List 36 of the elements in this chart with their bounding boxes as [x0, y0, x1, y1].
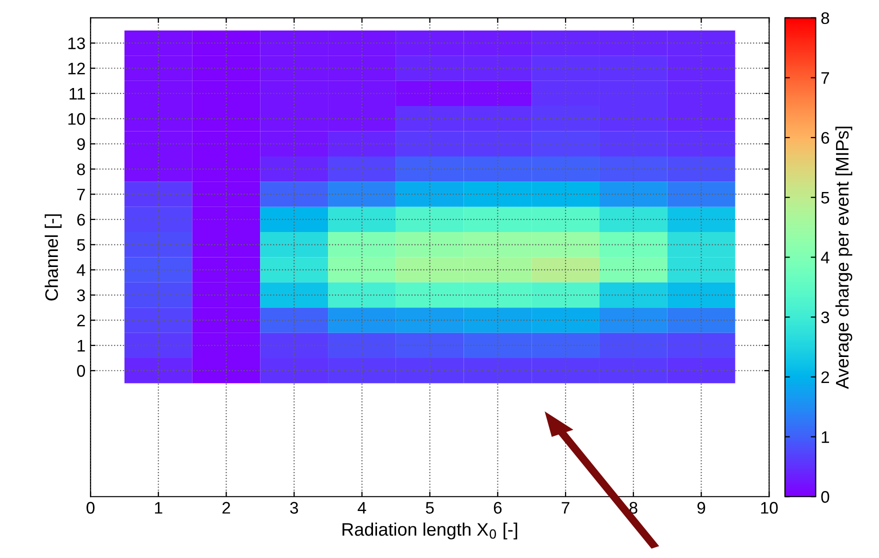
- color-bar-label: 3: [821, 311, 830, 324]
- y-tick-label: 1: [78, 340, 85, 352]
- y-tick-label: 7: [77, 188, 85, 200]
- x-tick-label: 5: [426, 502, 434, 514]
- y-tick-label: 3: [77, 289, 85, 302]
- y-tick-label: 11: [70, 88, 85, 100]
- x-tick-label: 9: [697, 502, 706, 514]
- x-tick-label: 0: [86, 502, 95, 514]
- color-bar-label: 2: [821, 371, 830, 383]
- y-tick-label: 2: [77, 314, 85, 326]
- color-bar-label: 4: [820, 252, 830, 264]
- y-tick-label: 13: [68, 37, 85, 50]
- color-bar-label: 5: [821, 192, 830, 204]
- y-tick-label: 4: [76, 264, 86, 276]
- color-bar-title: Average charge per event [MIPs]: [835, 126, 852, 390]
- y-tick-label: 12: [68, 62, 85, 74]
- y-tick-label: 8: [77, 163, 85, 176]
- y-axis-title: Channel [-]: [44, 214, 62, 300]
- color-bar-label: 6: [821, 132, 830, 144]
- x-tick-label: 6: [494, 502, 502, 514]
- x-tick-label: 7: [562, 502, 570, 514]
- color-bar-label: 7: [821, 72, 830, 84]
- y-tick-label: 10: [68, 113, 86, 125]
- y-tick-label: 9: [77, 138, 85, 150]
- x-tick-label: 10: [761, 502, 778, 514]
- x-tick-label: 3: [290, 502, 298, 514]
- y-tick-label: 5: [77, 239, 85, 251]
- x-axis-title: Radiation length X$_{0}$ [-]: [342, 522, 518, 540]
- y-tick-label: 0: [77, 365, 86, 377]
- x-tick-label: 1: [155, 502, 162, 514]
- x-tick-label: 4: [358, 502, 366, 514]
- color-bar-label: 1: [822, 431, 830, 443]
- color-bar-label: 8: [821, 12, 830, 24]
- x-tick-label: 2: [222, 502, 230, 514]
- y-tick-label: 6: [77, 214, 85, 226]
- color-bar-label: 0: [821, 491, 830, 503]
